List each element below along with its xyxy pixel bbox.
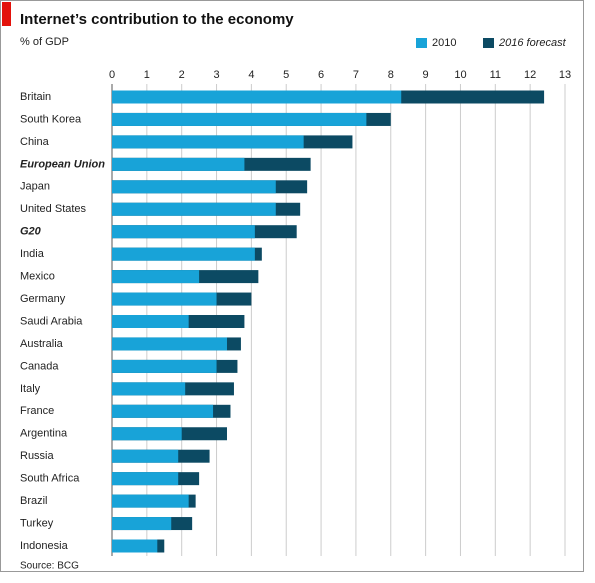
bar	[112, 337, 227, 351]
y-tick-label: South Korea	[20, 113, 82, 125]
bar	[112, 472, 179, 486]
x-tick-label: 9	[423, 69, 429, 81]
x-tick-label: 7	[353, 69, 359, 81]
bar	[112, 404, 214, 418]
y-tick-label: Brazil	[20, 495, 48, 507]
y-tick-label: United States	[20, 203, 87, 215]
bar	[112, 315, 189, 328]
bar	[112, 270, 200, 284]
legend-swatch	[483, 38, 494, 48]
bar	[112, 135, 304, 149]
y-tick-label: Japan	[20, 181, 50, 193]
x-tick-label: 11	[490, 69, 501, 81]
bar	[112, 382, 186, 396]
bar	[112, 157, 245, 171]
y-tick-label: France	[20, 405, 54, 417]
x-tick-label: 10	[454, 69, 466, 81]
red-flag	[2, 2, 11, 26]
y-tick-label: Saudi Arabia	[20, 315, 83, 327]
y-tick-label: Britain	[20, 91, 51, 103]
y-tick-label: G20	[20, 226, 42, 238]
bar	[112, 494, 189, 508]
bar	[112, 359, 217, 373]
bar	[112, 90, 402, 104]
bar	[112, 539, 158, 553]
chart-title: Internet’s contribution to the economy	[20, 11, 294, 28]
frame	[0, 0, 584, 572]
x-tick-label: 5	[283, 69, 289, 81]
x-tick-label: 0	[109, 69, 115, 81]
y-tick-label: Australia	[20, 338, 64, 350]
y-tick-label: Mexico	[20, 271, 55, 283]
bar	[112, 225, 255, 239]
y-tick-label: India	[20, 248, 45, 260]
y-tick-label: Turkey	[20, 517, 54, 529]
bar	[112, 292, 217, 306]
x-tick-label: 2	[179, 69, 185, 81]
y-tick-label: Indonesia	[20, 540, 69, 552]
chart-subtitle: % of GDP	[20, 36, 69, 48]
legend-label: 2010	[432, 37, 456, 49]
y-tick-label: European Union	[20, 158, 105, 170]
bar	[112, 112, 367, 126]
x-tick-label: 3	[213, 69, 219, 81]
source: Source: BCG	[20, 561, 79, 572]
bar	[112, 449, 179, 463]
y-tick-label: Russia	[20, 450, 55, 462]
x-tick-label: 12	[524, 69, 536, 81]
legend-swatch	[416, 38, 427, 48]
bar	[112, 427, 182, 441]
y-tick-label: Germany	[20, 293, 66, 305]
y-tick-label: Argentina	[20, 428, 68, 440]
y-tick-label: China	[20, 136, 50, 148]
bar	[112, 202, 276, 216]
y-tick-label: South Africa	[20, 473, 80, 485]
x-tick-label: 8	[388, 69, 394, 81]
x-tick-label: 1	[144, 69, 150, 81]
x-tick-label: 6	[318, 69, 324, 81]
y-tick-label: Italy	[20, 383, 41, 395]
legend-label: 2016 forecast	[498, 37, 567, 49]
y-tick-label: Canada	[20, 360, 59, 372]
bar	[112, 247, 255, 261]
x-tick-label: 4	[248, 69, 254, 81]
bar	[112, 517, 172, 531]
bar	[112, 180, 276, 194]
x-tick-label: 13	[559, 69, 571, 81]
